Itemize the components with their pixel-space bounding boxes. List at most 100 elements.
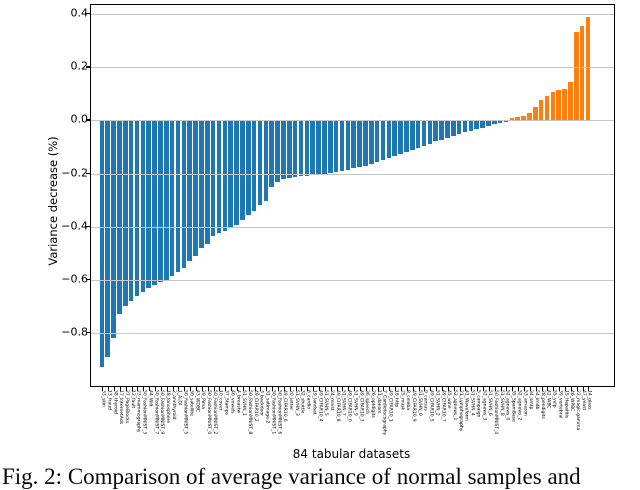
x-tick-mark	[371, 387, 373, 391]
bar	[439, 120, 444, 140]
x-tick-label: 51_SVHN_2	[434, 390, 440, 416]
x-tick-mark	[313, 387, 315, 391]
bar	[140, 120, 146, 292]
x-tick-mark	[237, 387, 239, 391]
bar	[573, 31, 579, 121]
bar	[199, 120, 204, 248]
x-tick-label: 32_shuttle	[299, 390, 305, 414]
x-tick-mark	[524, 387, 526, 391]
x-tick-label: 15_Hepatitis	[563, 390, 569, 419]
bar	[491, 120, 497, 125]
x-tick-label: 52_agnews_3	[481, 390, 487, 421]
x-tick-mark	[348, 387, 350, 391]
bar	[163, 120, 169, 280]
x-tick-label: 54_imdb	[534, 390, 540, 410]
x-tick-label: 52_agnews_2	[516, 390, 522, 421]
x-tick-label: 13_fraud	[106, 390, 112, 410]
bar	[146, 120, 152, 288]
x-tick-mark	[518, 387, 520, 391]
x-tick-label: 22_magic.gamma	[575, 390, 581, 431]
x-tick-mark	[143, 387, 145, 391]
x-tick-label: 51_SVHN_1	[241, 390, 247, 416]
gridline	[91, 120, 614, 122]
x-tick-label: 19_landsat	[311, 390, 317, 415]
bar	[585, 16, 591, 121]
bar	[187, 120, 193, 262]
bar	[515, 117, 521, 121]
x-tick-mark	[155, 387, 157, 391]
bar	[105, 120, 111, 357]
y-axis-label: Variance decrease (%)	[46, 136, 60, 266]
x-tick-label: 51_SVHN_8	[498, 390, 504, 416]
x-tick-mark	[389, 387, 391, 391]
x-tick-mark	[260, 387, 262, 391]
x-tick-mark	[447, 387, 449, 391]
x-tick-label: 2_annthyroid	[170, 390, 176, 420]
x-tick-mark	[336, 387, 338, 391]
x-tick-mark	[184, 387, 186, 391]
x-tick-label: 28_pendigits	[539, 390, 545, 419]
bar	[122, 120, 128, 307]
x-tick-mark	[278, 387, 280, 391]
bar	[245, 120, 251, 215]
x-tick-mark	[114, 387, 116, 391]
y-tick-mark	[85, 119, 90, 121]
bar	[158, 120, 163, 283]
x-tick-mark	[289, 387, 291, 391]
bar	[99, 120, 105, 368]
x-tick-mark	[166, 387, 168, 391]
x-tick-label: 45_wine	[446, 390, 452, 409]
x-tick-label: 44_Wilt	[147, 390, 153, 407]
x-tick-label: 51_SVHN_7	[340, 390, 346, 416]
bar	[392, 120, 398, 157]
x-axis-label: 84 tabular datasets	[292, 447, 411, 461]
x-tick-mark	[242, 387, 244, 391]
x-tick-label: 50_FashionMNIST_7	[153, 390, 159, 435]
x-tick-label: 49_CIFAR10_0	[346, 390, 352, 422]
bar	[404, 120, 409, 153]
x-tick-label: 50_FashionMNIST_3	[141, 390, 147, 435]
x-tick-label: 49_CIFAR10_6	[282, 390, 288, 422]
x-tick-mark	[131, 387, 133, 391]
bar	[427, 120, 433, 144]
x-tick-mark	[430, 387, 432, 391]
bar	[433, 120, 439, 142]
bar	[462, 120, 468, 133]
x-tick-label: 49_CIFAR10_1	[387, 390, 393, 422]
x-tick-mark	[406, 387, 408, 391]
x-tick-mark	[500, 387, 502, 391]
x-tick-mark	[412, 387, 414, 391]
bar	[286, 120, 292, 178]
bar	[169, 120, 175, 276]
x-tick-label: 26_optdigits	[370, 390, 376, 418]
bar	[117, 120, 122, 315]
x-tick-label: 42_WBC	[545, 390, 551, 409]
bar	[175, 120, 181, 272]
bar	[339, 120, 345, 171]
x-tick-mark	[576, 387, 578, 391]
bar	[134, 120, 140, 296]
bar	[204, 120, 210, 244]
bar	[368, 120, 374, 164]
bar	[415, 120, 421, 148]
bar	[456, 120, 462, 135]
x-tick-mark	[342, 387, 344, 391]
x-tick-label: 1_ALOI	[176, 390, 182, 406]
x-tick-label: 21_Lymphography	[457, 390, 463, 432]
bar	[527, 112, 532, 121]
x-tick-label: 20_letter	[288, 390, 294, 411]
x-tick-label: 49_CIFAR10_9	[411, 390, 417, 422]
bar	[380, 120, 386, 161]
x-tick-label: 51_SVHN_4	[469, 390, 475, 416]
x-tick-label: 50_FashionMNIST_2	[211, 390, 217, 435]
bar	[521, 116, 526, 121]
bar	[234, 120, 239, 226]
bar	[128, 120, 134, 302]
x-tick-label: 49_CIFAR10_8	[334, 390, 340, 422]
y-tick-mark	[85, 225, 90, 227]
x-tick-label: 51_SVHN_6	[487, 390, 493, 416]
x-tick-mark	[477, 387, 479, 391]
x-tick-mark	[324, 387, 326, 391]
bar	[351, 120, 357, 169]
